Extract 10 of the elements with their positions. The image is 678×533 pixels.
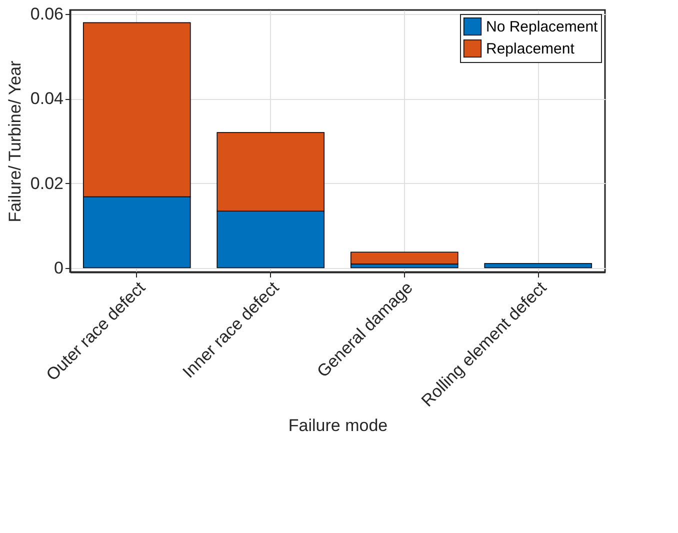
legend-label: Replacement xyxy=(486,40,576,58)
y-tick-label: 0 xyxy=(54,258,64,278)
x-axis-title: Failure mode xyxy=(288,416,388,435)
y-tick-label: 0.04 xyxy=(30,89,64,108)
bar xyxy=(484,263,592,268)
legend-label: No Replacement xyxy=(486,18,599,36)
y-axis-title: Failure/ Turbine/ Year xyxy=(5,60,24,222)
y-tick-label: 0.06 xyxy=(30,4,64,24)
y-tick-label: 0.02 xyxy=(30,174,64,193)
bar xyxy=(350,252,458,264)
